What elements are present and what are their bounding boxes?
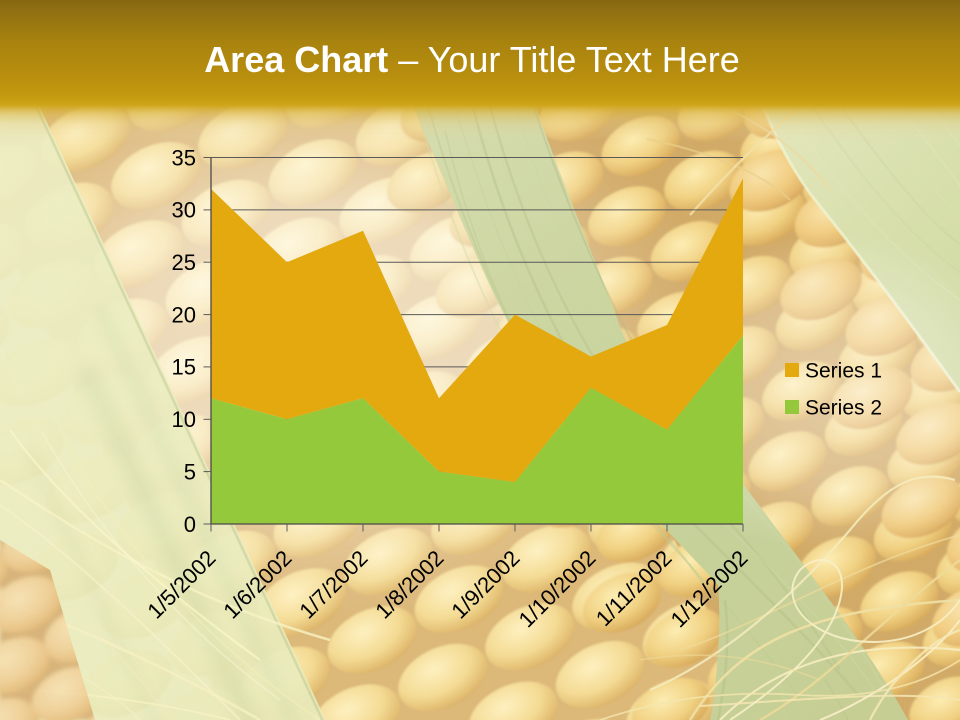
- svg-text:15: 15: [172, 355, 196, 380]
- svg-text:5: 5: [184, 459, 196, 484]
- svg-text:25: 25: [172, 250, 196, 275]
- svg-text:10: 10: [172, 407, 196, 432]
- svg-text:Series 1: Series 1: [805, 360, 882, 383]
- svg-text:20: 20: [172, 302, 196, 327]
- svg-text:0: 0: [184, 512, 196, 537]
- svg-text:Series 2: Series 2: [805, 397, 882, 420]
- svg-text:Area Chart – Your Title Text H: Area Chart – Your Title Text Here: [204, 39, 740, 80]
- svg-text:35: 35: [172, 145, 196, 170]
- svg-text:30: 30: [172, 198, 196, 223]
